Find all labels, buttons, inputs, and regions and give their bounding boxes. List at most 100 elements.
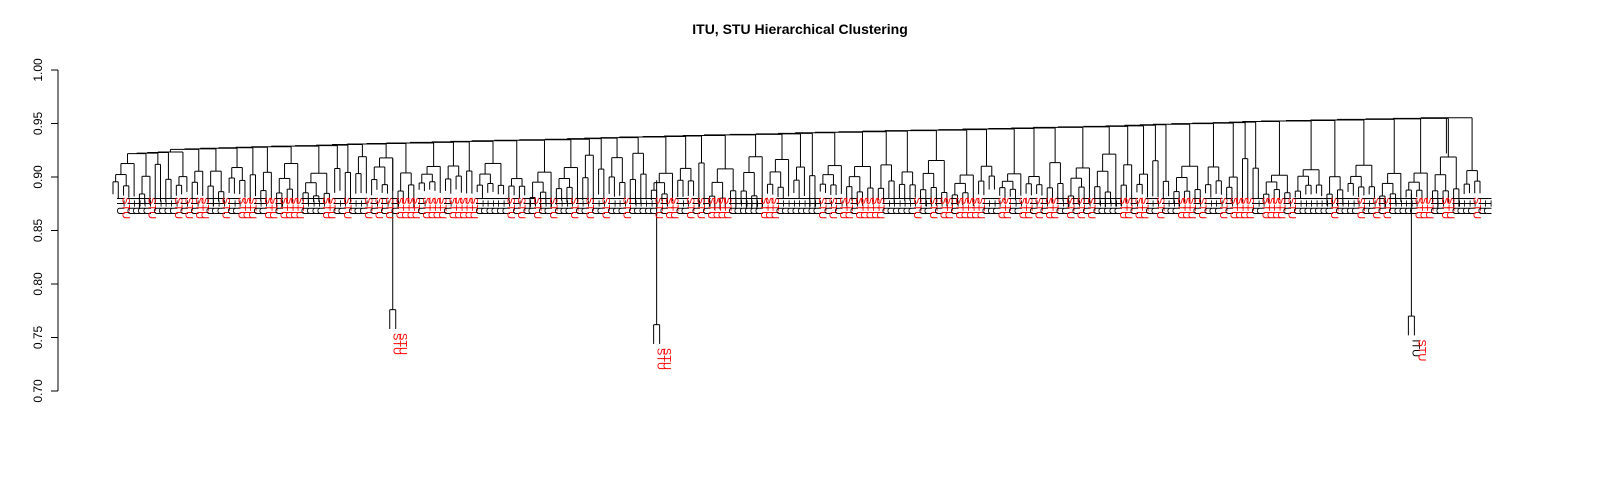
leaf-label: STU (1217, 197, 1229, 219)
outlier-leaf-label: STU (397, 333, 409, 355)
leaf-label: STU (874, 197, 886, 219)
leaf-label: ITU (304, 197, 316, 215)
leaf-label: ITU (520, 197, 532, 215)
leaf-label: STU (652, 197, 664, 219)
leaf-label: STU (710, 197, 722, 219)
leaf-label: ITU (811, 197, 823, 215)
leaf-label: ITU (483, 197, 495, 215)
leaf-label: ITU (906, 197, 918, 215)
leaf-label: ITU (605, 197, 617, 215)
leaf-label: ITU (990, 197, 1002, 215)
leaf-label: ITU (800, 197, 812, 215)
leaf-label: STU (246, 197, 258, 219)
leaf-label: ITU (879, 197, 891, 215)
leaf-label: ITU (214, 197, 226, 215)
leaf-label: STU (858, 197, 870, 219)
outlier-leaf-label: STU (391, 333, 403, 355)
leaf-label: ITU (1148, 197, 1160, 215)
leaf-label: ITU (357, 197, 369, 215)
leaf-label: STU (1075, 197, 1087, 219)
leaf-label: STU (320, 197, 332, 219)
leaf-label: ITU (299, 197, 311, 215)
leaf-label: STU (721, 197, 733, 219)
leaf-label: ITU (1201, 197, 1213, 215)
leaf-label: ITU (980, 197, 992, 215)
leaf-label: ITU (673, 197, 685, 215)
leaf-label: ITU (1053, 197, 1065, 215)
leaf-label: STU (462, 197, 474, 219)
leaf-label: STU (431, 197, 443, 219)
leaf-label: ITU (594, 197, 606, 215)
leaf-label: ITU (1106, 197, 1118, 215)
leaf-label: ITU (573, 197, 585, 215)
leaf-label: STU (1270, 197, 1282, 219)
leaf-label: ITU (1170, 197, 1182, 215)
leaf-label: STU (1265, 197, 1277, 219)
leaf-label: STU (716, 197, 728, 219)
leaf-label: STU (668, 197, 680, 219)
leaf-label: ITU (1307, 197, 1319, 215)
leaf-label: STU (267, 197, 279, 219)
leaf-label: ITU (700, 197, 712, 215)
leaf-label: ITU (315, 197, 327, 215)
leaf-label: STU (146, 197, 158, 219)
leaf-label: ITU (557, 197, 569, 215)
leaf-label: ITU (895, 197, 907, 215)
leaf-label: ITU (747, 197, 759, 215)
leaf-label: ITU (1349, 197, 1361, 215)
leaf-label: ITU (1254, 197, 1266, 215)
leaf-label: STU (584, 197, 596, 219)
leaf-label: ITU (784, 197, 796, 215)
leaf-label: ITU (230, 197, 242, 215)
leaf-label: ITU (1312, 197, 1324, 215)
leaf-label: ITU (795, 197, 807, 215)
leaf-label: ITU (478, 197, 490, 215)
leaf-label: ITU (1481, 197, 1493, 215)
leaf-label: ITU (563, 197, 575, 215)
leaf-label: STU (1180, 197, 1192, 219)
leaf-label: ITU (916, 197, 928, 215)
leaf-label: ITU (885, 197, 897, 215)
leaf-label: ITU (642, 197, 654, 215)
leaf-label: STU (1133, 197, 1145, 219)
outlier-leaf-label: ITU (1409, 339, 1421, 357)
leaf-label: STU (663, 197, 675, 219)
leaf-label: STU (911, 197, 923, 219)
leaf-label: STU (969, 197, 981, 219)
y-tick-label: 0.70 (31, 379, 45, 403)
leaf-label: ITU (742, 197, 754, 215)
leaf-label: ITU (140, 197, 152, 215)
leaf-label: ITU (526, 197, 538, 215)
leaf-label: ITU (177, 197, 189, 215)
leaf-label: ITU (156, 197, 168, 215)
dendrogram-tree (112, 117, 1481, 344)
leaf-label: ITU (1455, 197, 1467, 215)
leaf-label: ITU (1323, 197, 1335, 215)
leaf-label: STU (1412, 197, 1424, 219)
leaf-label: ITU (309, 197, 321, 215)
leaf-label: ITU (689, 197, 701, 215)
leaf-label: ITU (130, 197, 142, 215)
chart-title: ITU, STU Hierarchical Clustering (692, 21, 908, 37)
leaf-label: STU (827, 197, 839, 219)
leaf-label: STU (1243, 197, 1255, 219)
leaf-label: ITU (1112, 197, 1124, 215)
leaf-label: STU (869, 197, 881, 219)
leaf-label: ITU (1386, 197, 1398, 215)
leaf-label: STU (863, 197, 875, 219)
y-tick-label: 1.00 (31, 58, 45, 82)
leaf-label: ITU (473, 197, 485, 215)
leaf-label: STU (1354, 197, 1366, 219)
leaf-label: STU (768, 197, 780, 219)
leaf-label: STU (1470, 197, 1482, 219)
leaf-label: STU (1286, 197, 1298, 219)
leaf-label: STU (1117, 197, 1129, 219)
leaf-label: ITU (209, 197, 221, 215)
leaf-label: STU (452, 197, 464, 219)
leaf-label: STU (1418, 197, 1430, 219)
leaf-label: ITU (1027, 197, 1039, 215)
leaf-labels: ITUSTUITUITUITUITUSTUITUITUITUITUSTUITUS… (114, 197, 1493, 370)
leaf-label: ITU (790, 197, 802, 215)
leaf-label: ITU (578, 197, 590, 215)
leaf-label: STU (1001, 197, 1013, 219)
